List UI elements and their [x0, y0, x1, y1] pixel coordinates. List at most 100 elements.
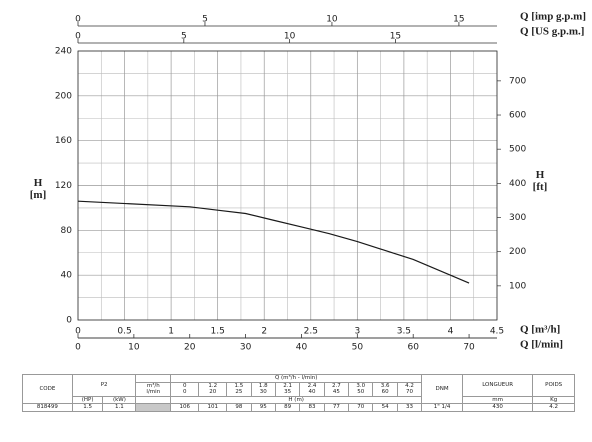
- table-cell: H (m): [170, 395, 423, 404]
- table-cell: P2: [71, 374, 137, 397]
- x-tick-label: 0: [75, 343, 81, 353]
- x-tick-label: 1: [168, 327, 174, 337]
- cell-text: mm: [492, 396, 503, 403]
- cell-text: (HP): [81, 396, 94, 403]
- y-tick-label: 200: [55, 91, 72, 101]
- table-row: CODE P2 Q (m³/h - l/min) DNM LONGUEUR POIDS: [22, 374, 575, 404]
- table-cell: DNM: [421, 374, 463, 404]
- y-tick-label: 240: [55, 47, 72, 57]
- axis-label: H [ft]: [533, 169, 548, 193]
- x-tick-label: 0: [75, 15, 81, 25]
- y2-tick-label: 500: [509, 145, 526, 155]
- x-tick-label: 10: [284, 32, 296, 42]
- cell-text: 40: [308, 389, 316, 395]
- cell-text: 2.1: [283, 382, 293, 389]
- data-table: CODE P2 Q (m³/h - l/min) DNM LONGUEUR POIDS m³…: [22, 374, 575, 412]
- y2-tick-label: 400: [509, 179, 526, 189]
- cell-text: 98: [235, 404, 243, 410]
- table-cell: 1.5: [71, 403, 104, 412]
- x-tick-label: 0.5: [117, 327, 131, 337]
- cell-text: Q (m³/h - l/min): [274, 375, 318, 381]
- table-cell: 1.1: [102, 403, 137, 412]
- cell-text: H (m): [288, 396, 304, 403]
- x-tick-label: 2.5: [304, 327, 318, 337]
- x-tick-label: 50: [352, 343, 364, 353]
- table-cell: Kg: [532, 395, 575, 404]
- cell-text: 50: [357, 389, 365, 395]
- x-tick-label: 5: [202, 15, 208, 25]
- table-cell: 2.1 35: [274, 381, 301, 397]
- axis-label: Q [imp g.p.m]: [520, 11, 586, 23]
- cell-text: LONGUEUR: [482, 382, 514, 388]
- table-cell: 2.7 45: [323, 381, 350, 397]
- cell-text: 45: [332, 389, 340, 395]
- y-tick-label: 160: [55, 136, 72, 146]
- table-cell: 77: [323, 403, 350, 412]
- cell-text: DNM: [435, 385, 449, 392]
- x-tick-label: 40: [296, 343, 308, 353]
- y-tick-label: 0: [66, 316, 72, 326]
- cell-text: 77: [332, 404, 340, 410]
- y2-tick-label: 600: [509, 111, 526, 121]
- table-row: (HP) (kW) H (m) mm Kg: [23, 395, 575, 404]
- cell-text: 3.6: [380, 382, 390, 389]
- cell-text: 818499: [36, 404, 58, 410]
- table-cell: 2.4 40: [299, 381, 325, 397]
- table-cell: 1.8 30: [250, 381, 276, 397]
- cell-text: l/min: [146, 389, 161, 395]
- x-tick-label: 15: [453, 15, 464, 25]
- table-cell: m³/h l/min: [135, 381, 172, 397]
- table-cell: 70: [348, 403, 374, 412]
- x-tick-label: 3.5: [397, 327, 411, 337]
- cell-text: 101: [207, 404, 218, 410]
- table-cell: 1.5 25: [226, 381, 252, 397]
- cell-text: 83: [308, 404, 316, 410]
- table-cell: 1" 1/4: [421, 403, 463, 412]
- cell-text: 1.5: [234, 382, 244, 389]
- x-tick-label: 60: [407, 343, 419, 353]
- cell-text: 430: [492, 404, 503, 410]
- table-cell: 106: [170, 403, 200, 412]
- cell-text: 1.5: [83, 404, 92, 410]
- cell-text: P2: [100, 382, 108, 388]
- axis-label: H [m]: [30, 177, 47, 201]
- cell-text: 106: [179, 404, 190, 410]
- table-cell: 101: [198, 403, 228, 412]
- cell-text: 30: [259, 389, 267, 395]
- cell-text: 0: [182, 382, 187, 389]
- table-row: 818499 1.5 1.1 106 101 98 95 89 83 77 70 54 33 1" 1/4…: [22, 403, 575, 412]
- cell-text: 95: [259, 404, 267, 410]
- curve: [77, 200, 470, 284]
- x-tick-label: 3: [354, 327, 360, 337]
- cell-text: 70: [357, 404, 365, 410]
- table-cell: 3.6 60: [372, 381, 398, 397]
- x-tick-label: 30: [240, 343, 252, 353]
- cell-text: 33: [406, 404, 414, 410]
- table-cell: CODE: [22, 374, 73, 404]
- table-cell: (HP): [71, 395, 104, 404]
- table-cell: 3.0 50: [348, 381, 374, 397]
- cell-text: 4.2: [549, 404, 559, 410]
- x-tick-label: 4: [448, 327, 454, 337]
- table-cell: 4.2 70: [396, 381, 423, 397]
- table-row: m³/h l/min 0 0 1.2 20 1.5 25 1.8 30 2.1 35 2.4 40 2.7 4…: [23, 381, 575, 397]
- cell-text: 35: [284, 389, 292, 395]
- table-cell: 83: [299, 403, 325, 412]
- plot-frame: [77, 50, 498, 321]
- x-tick-label: 20: [184, 343, 196, 353]
- y-tick-label: 40: [61, 271, 73, 281]
- cell-text: 25: [235, 389, 243, 395]
- cell-text: 1.8: [258, 382, 268, 389]
- cell-text: CODE: [39, 385, 56, 392]
- x-tick-label: 5: [181, 32, 187, 42]
- table-cell: [135, 374, 172, 383]
- table-cell: LONGUEUR: [461, 374, 534, 397]
- x-tick-label: 0: [75, 32, 81, 42]
- x-tick-label: 2: [261, 327, 267, 337]
- table-cell: 430: [461, 403, 534, 412]
- cell-text: 4.2: [405, 382, 414, 389]
- y2-tick-label: 100: [509, 281, 526, 291]
- cell-text: 1" 1/4: [433, 404, 451, 410]
- table-cell: [135, 403, 172, 412]
